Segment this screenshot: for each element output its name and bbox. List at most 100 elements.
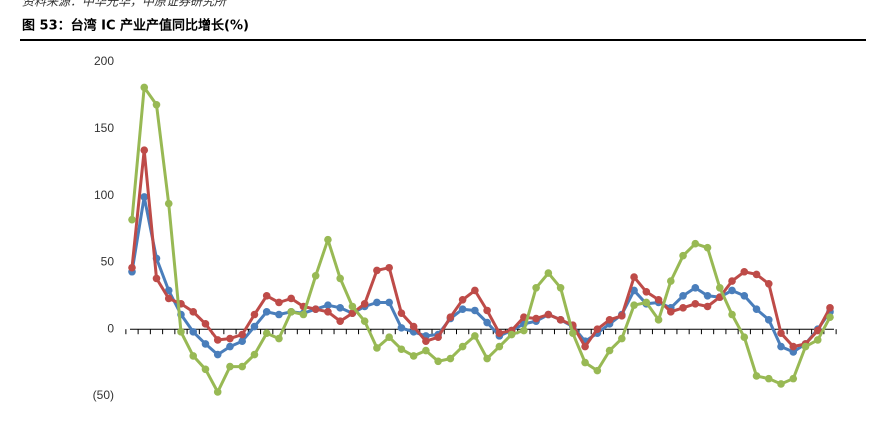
data-point <box>373 298 381 307</box>
data-point <box>483 318 491 327</box>
data-point <box>593 325 602 334</box>
data-point <box>679 251 687 260</box>
data-point <box>777 342 785 351</box>
data-point <box>801 342 810 351</box>
data-point <box>152 100 161 109</box>
data-point <box>262 292 271 300</box>
data-point <box>520 326 528 335</box>
data-point <box>311 305 320 313</box>
data-point <box>569 329 577 338</box>
data-point <box>213 388 222 396</box>
data-point <box>630 286 638 295</box>
data-point <box>728 277 736 285</box>
data-point <box>140 83 149 92</box>
data-point <box>140 146 149 154</box>
data-point <box>164 286 173 295</box>
data-point <box>262 308 271 316</box>
data-point <box>336 317 344 325</box>
data-point <box>434 357 442 366</box>
data-point <box>458 296 467 304</box>
data-point <box>642 298 651 307</box>
data-point <box>385 298 393 307</box>
data-point <box>348 302 357 311</box>
data-point <box>458 342 467 351</box>
data-point <box>397 309 406 317</box>
data-point <box>471 286 479 295</box>
data-point <box>654 296 663 304</box>
data-point <box>409 352 418 360</box>
data-point <box>630 273 638 281</box>
data-point <box>483 354 491 363</box>
data-point <box>287 294 295 303</box>
data-point <box>275 310 283 319</box>
y-tick-label: 50 <box>101 255 115 269</box>
data-point <box>789 374 798 383</box>
data-point <box>360 300 369 308</box>
data-point <box>691 300 700 308</box>
data-point <box>397 324 406 332</box>
y-tick-label: 150 <box>94 121 114 135</box>
data-point <box>703 302 712 311</box>
data-point <box>262 329 271 338</box>
data-point <box>434 333 442 342</box>
data-point <box>226 362 234 371</box>
data-point <box>740 292 749 300</box>
data-point <box>740 333 749 342</box>
series-line <box>130 85 832 394</box>
chart-title: 图 53：台湾 IC 产业产值同比增长(%) <box>22 18 249 34</box>
data-point <box>605 316 614 324</box>
data-point <box>213 336 222 344</box>
data-point <box>752 270 761 279</box>
data-point <box>581 342 589 351</box>
data-point <box>201 365 210 374</box>
data-point <box>397 345 406 354</box>
data-point <box>654 316 663 324</box>
data-point <box>532 283 540 292</box>
data-point <box>226 342 234 351</box>
data-point <box>189 328 198 336</box>
data-point <box>422 346 430 355</box>
series-line <box>130 195 832 357</box>
data-point <box>764 316 773 324</box>
data-point <box>385 263 393 272</box>
data-point <box>764 279 773 288</box>
data-point <box>703 243 712 252</box>
data-point <box>630 301 638 309</box>
data-point <box>385 333 393 342</box>
data-point <box>556 316 565 324</box>
data-point <box>752 305 761 313</box>
data-point <box>605 346 614 355</box>
data-point <box>544 269 553 277</box>
data-point <box>299 310 308 319</box>
data-point <box>336 304 344 312</box>
data-point <box>715 283 724 292</box>
data-point <box>544 310 553 319</box>
data-point <box>360 317 369 325</box>
data-point <box>483 306 491 315</box>
data-point <box>238 337 247 346</box>
data-point <box>336 274 344 283</box>
data-point <box>201 320 210 328</box>
data-point <box>826 313 834 321</box>
data-point <box>128 263 136 272</box>
data-point <box>789 348 798 356</box>
data-point <box>593 366 602 375</box>
data-point <box>238 330 247 339</box>
data-point <box>446 354 455 363</box>
data-point <box>250 350 259 359</box>
data-point <box>703 292 712 300</box>
data-point <box>813 336 822 344</box>
data-point <box>373 266 381 275</box>
data-point <box>213 350 222 359</box>
data-point <box>128 215 136 224</box>
data-point <box>348 309 357 317</box>
data-point <box>275 298 283 307</box>
data-point <box>752 372 761 380</box>
data-point <box>189 352 198 360</box>
data-point <box>532 314 540 323</box>
data-point <box>311 271 320 280</box>
data-point <box>691 239 700 248</box>
data-point <box>422 337 430 346</box>
data-point <box>728 310 736 319</box>
